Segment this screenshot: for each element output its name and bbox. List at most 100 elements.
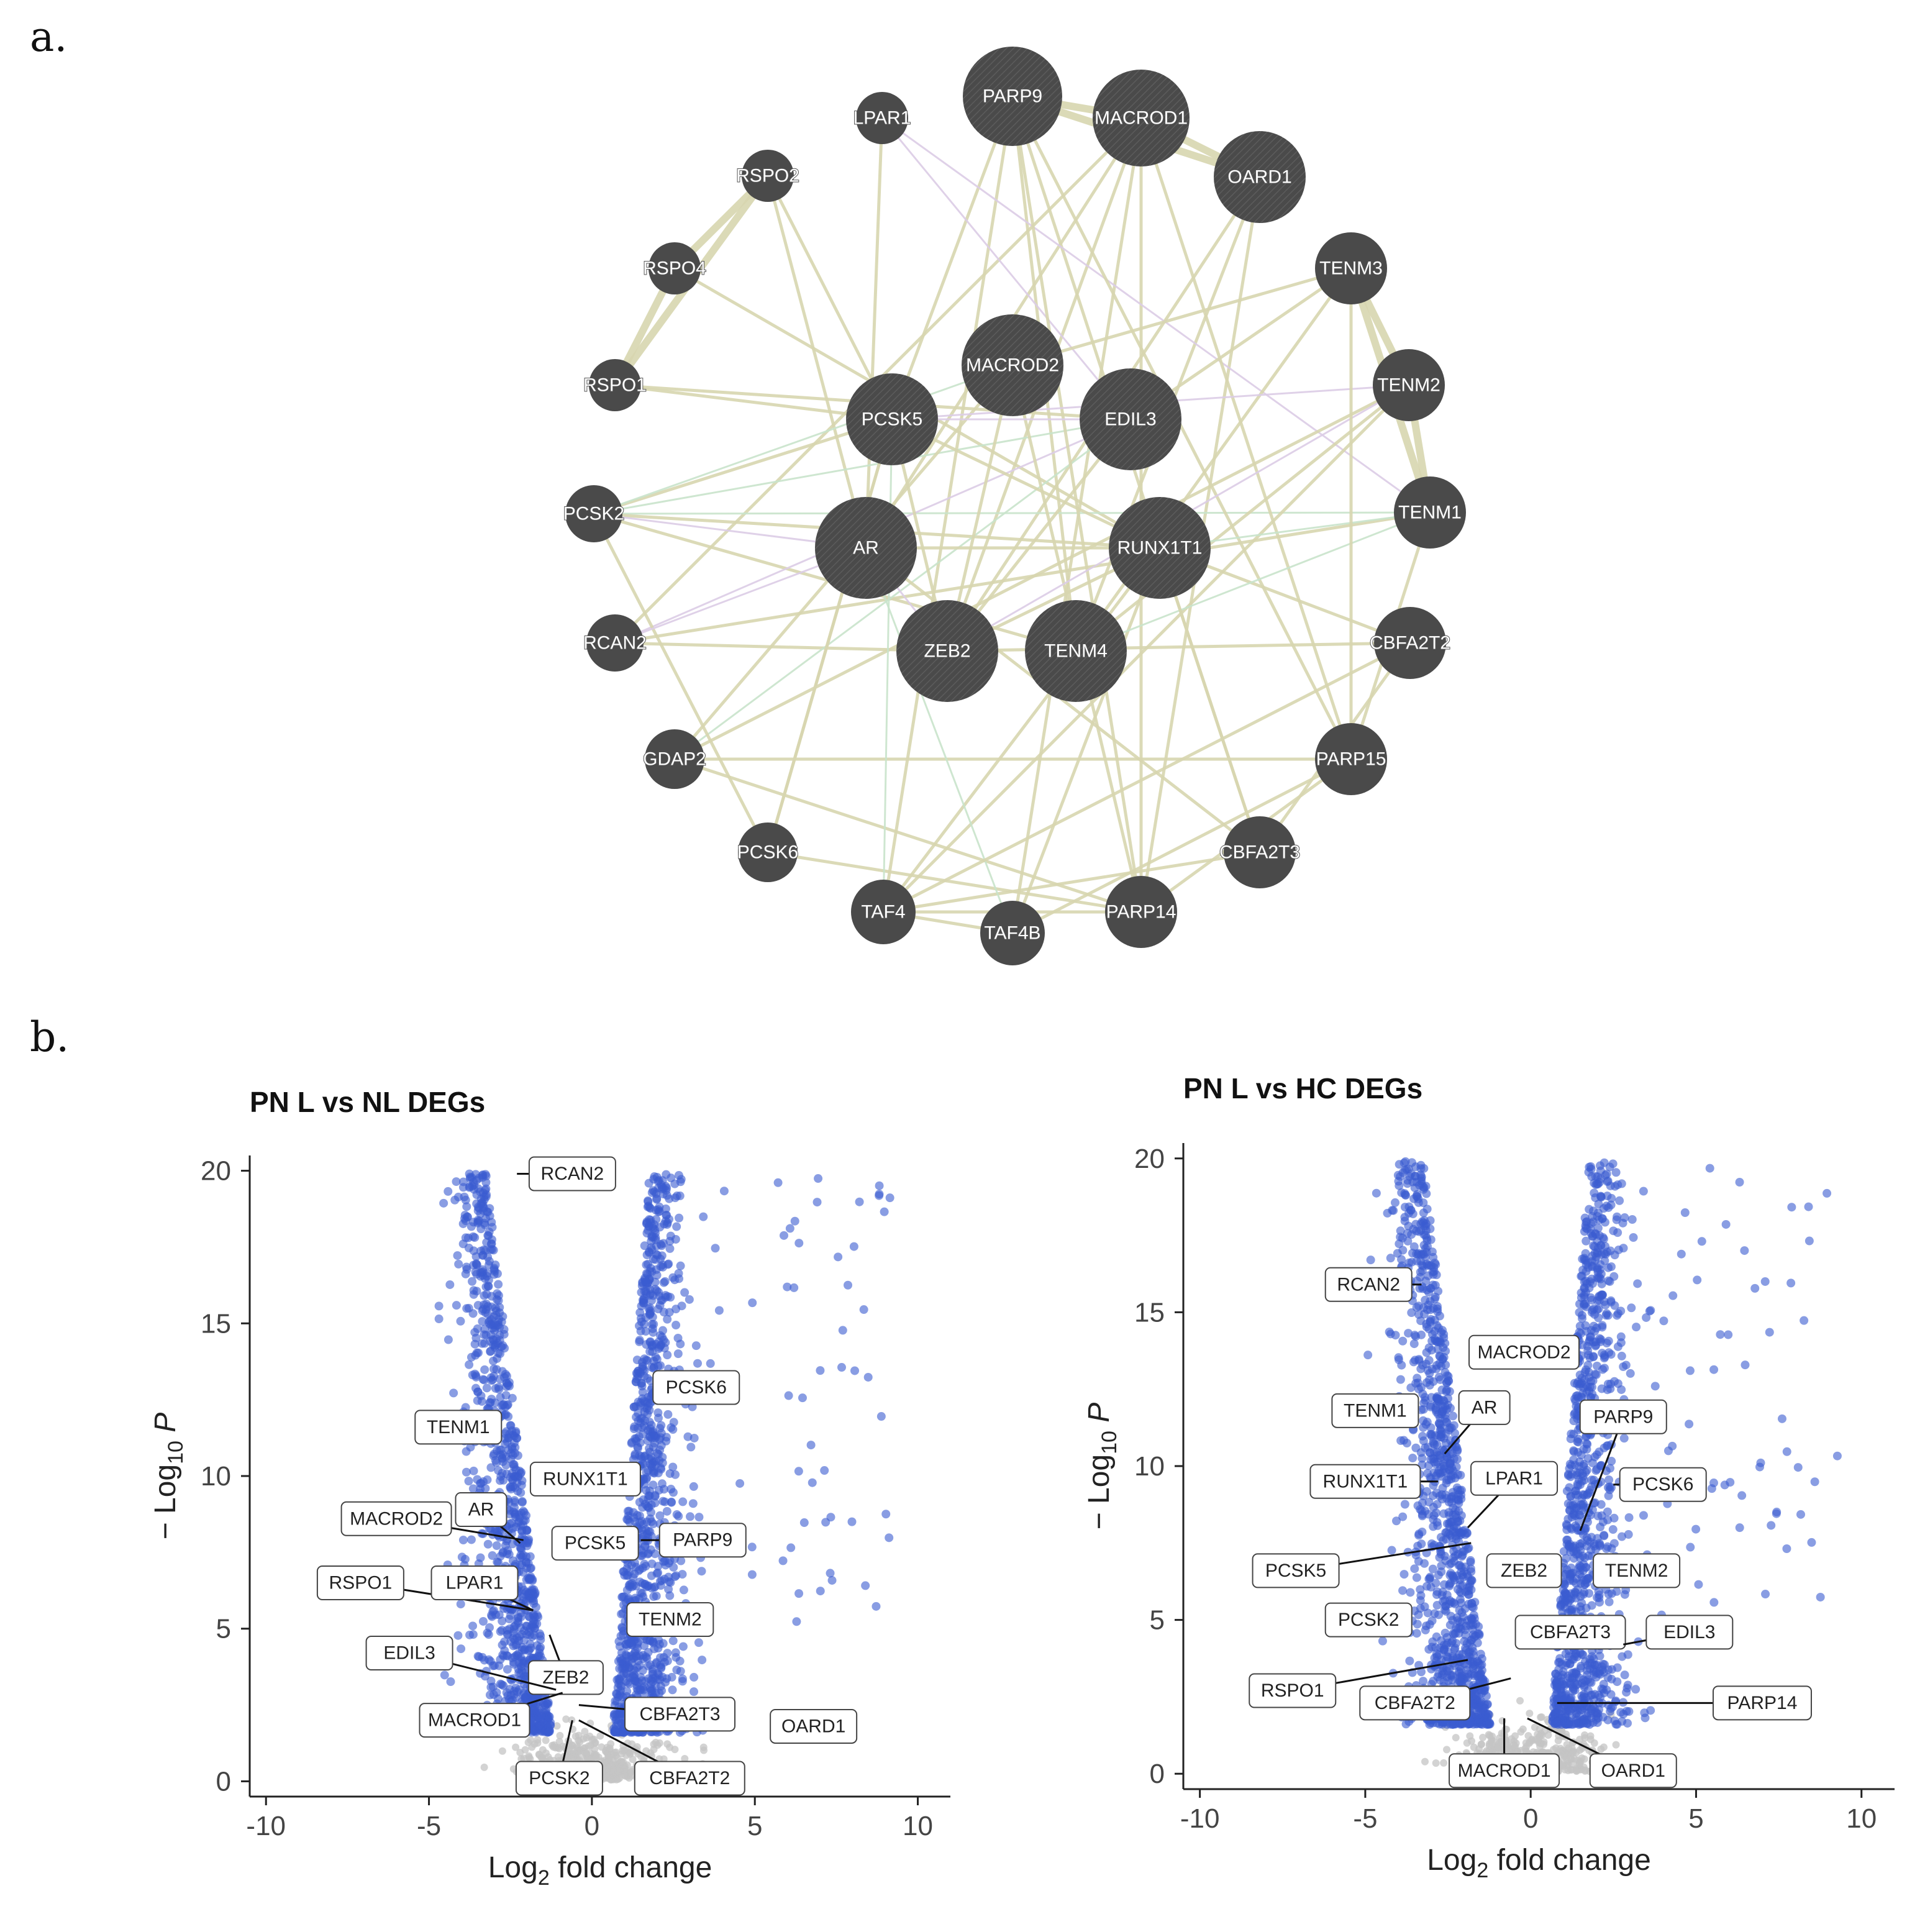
sig-point <box>658 1185 667 1194</box>
sig-point-outlier <box>748 1298 757 1308</box>
sig-point <box>1624 1513 1634 1522</box>
network-node-gdap2: GDAP2 <box>642 729 707 789</box>
sig-point <box>469 1218 478 1227</box>
sig-point <box>663 1410 673 1419</box>
sig-point <box>468 1277 477 1286</box>
network-edge-gdap2-edil3 <box>673 418 1132 760</box>
sig-point <box>503 1437 512 1446</box>
sig-point <box>685 1295 694 1304</box>
sig-point <box>1419 1230 1429 1239</box>
sig-point <box>516 1488 526 1497</box>
sig-point <box>665 1214 674 1224</box>
sig-point-outlier <box>875 1190 884 1199</box>
sig-point <box>1617 1351 1626 1360</box>
sig-point-outlier <box>881 1510 891 1519</box>
sig-point <box>488 1551 497 1561</box>
network-edge-pcsk6-pcsk2 <box>592 512 770 854</box>
sig-point-outlier <box>838 1326 847 1335</box>
network-node-circle <box>1373 349 1445 421</box>
sig-point <box>1366 1255 1375 1265</box>
sig-point <box>635 1336 644 1345</box>
sig-point <box>665 1577 674 1587</box>
sig-point <box>679 1585 688 1595</box>
sig-point <box>652 1592 661 1601</box>
sig-point <box>470 1185 479 1194</box>
sig-point <box>645 1444 654 1453</box>
network-node-tenm2: TENM2 <box>1373 349 1445 421</box>
network-node-ar: AR <box>815 497 917 599</box>
ns-point <box>1567 1755 1575 1763</box>
sig-point <box>485 1398 494 1407</box>
network-edge-rspo1-pcsk5 <box>613 383 894 421</box>
x-tick-label: 10 <box>903 1811 933 1841</box>
ns-point <box>1501 1746 1509 1754</box>
sig-point <box>639 1685 648 1695</box>
sig-point <box>664 1585 673 1594</box>
sig-point <box>496 1627 505 1636</box>
sig-point <box>480 1291 489 1300</box>
sig-point <box>661 1561 670 1570</box>
sig-point <box>535 1629 544 1638</box>
sig-point-outlier <box>812 1198 822 1207</box>
network-node-pcsk2: PCSK2 <box>563 485 625 542</box>
sig-point <box>482 1237 491 1247</box>
sig-point <box>460 1554 470 1564</box>
network-node-label: PCSK2 <box>563 504 624 524</box>
sig-point <box>617 1624 627 1633</box>
ns-point <box>582 1749 590 1757</box>
sig-point <box>1608 1525 1618 1534</box>
ns-point <box>516 1749 524 1757</box>
sig-point <box>639 1530 648 1539</box>
sig-point-outlier <box>871 1602 881 1611</box>
sig-point <box>657 1479 667 1488</box>
sig-point <box>494 1315 504 1324</box>
network-edge-parp15-parp9 <box>1011 94 1353 761</box>
ns-point <box>509 1765 517 1773</box>
sig-point <box>476 1391 486 1400</box>
sig-point <box>671 1648 680 1657</box>
network-node-rspo4: RSPO4 <box>642 242 707 294</box>
ns-point <box>666 1743 674 1751</box>
network-node-edil3: EDIL3 <box>1080 368 1181 470</box>
ns-point <box>570 1749 578 1757</box>
sig-point-outlier <box>784 1391 793 1400</box>
sig-point <box>461 1269 470 1278</box>
sig-point <box>640 1354 649 1364</box>
ns-point <box>626 1750 634 1758</box>
network-edge-lpar1-edil3 <box>881 117 1132 421</box>
sig-point <box>520 1590 529 1599</box>
sig-point-outlier <box>826 1513 835 1522</box>
sig-point <box>1627 1215 1637 1224</box>
ns-point <box>562 1715 570 1723</box>
sig-point <box>506 1449 516 1458</box>
sig-point <box>471 1372 481 1382</box>
sig-point <box>658 1672 667 1682</box>
sig-point-outlier <box>816 1587 825 1596</box>
gene-label-text: TENM2 <box>639 1609 702 1629</box>
sig-point <box>444 1187 453 1196</box>
sig-point <box>545 1712 554 1721</box>
sig-point-outlier <box>719 1187 729 1196</box>
network-edge-macrod2-tenm3 <box>1011 267 1353 367</box>
ns-point <box>627 1772 635 1780</box>
sig-point <box>516 1551 526 1560</box>
sig-point <box>641 1652 650 1662</box>
sig-point <box>1604 1597 1614 1606</box>
sig-point <box>1449 1466 1458 1475</box>
sig-point <box>667 1423 676 1433</box>
sig-point <box>657 1241 667 1251</box>
sig-point <box>654 1413 663 1423</box>
sig-point <box>1420 1602 1429 1611</box>
sig-point <box>456 1316 465 1326</box>
network-node-tenm1: TENM1 <box>1394 476 1466 549</box>
ns-point <box>1511 1732 1519 1740</box>
sig-point <box>496 1450 505 1459</box>
sig-point <box>632 1677 641 1687</box>
sig-point <box>616 1710 625 1719</box>
y-tick-label: 5 <box>216 1614 231 1644</box>
network-edge-gdap2-tenm2 <box>673 383 1411 761</box>
network-node-rspo1: RSPO1 <box>583 359 647 411</box>
sig-point <box>645 1424 655 1433</box>
ns-point <box>534 1736 542 1744</box>
